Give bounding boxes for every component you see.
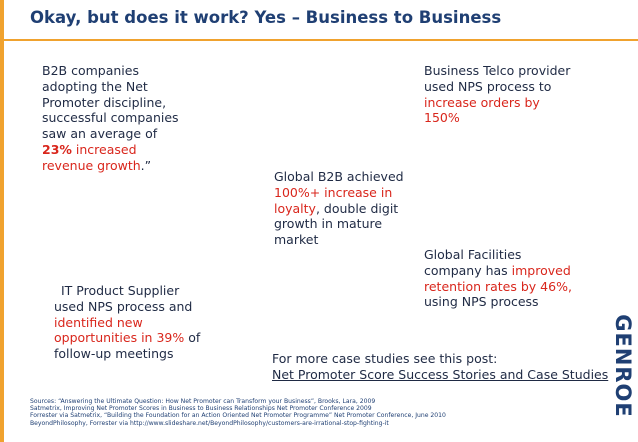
b2b-stat-block: B2B companies adopting the Net Promoter … [42,63,212,174]
telco-stat-block: Business Telco provider used NPS process… [424,63,614,126]
b2b-highlight-line2: revenue growth.” [42,158,212,174]
sources-footnote: Sources: “Answering the Ultimate Questio… [30,398,590,427]
facilities-line: using NPS process [424,294,539,310]
it-supplier-highlight: identified new [54,314,143,330]
it-supplier-rest: of [184,330,201,346]
it-supplier-stat-block: IT Product Supplier used NPS process and… [54,283,229,362]
facilities-line: company has improved [424,263,614,279]
facilities-line: Global Facilities [424,247,522,262]
global-b2b-stat-block: Global B2B achieved 100%+ increase in lo… [274,169,424,248]
facilities-pre: company has [424,262,512,278]
case-studies-link[interactable]: Net Promoter Score Success Stories and C… [272,366,609,382]
source-line: BeyondPhilosophy, Forrester via http://w… [30,419,389,427]
left-accent-rule [0,0,4,442]
global-b2b-line: loyalty, double digit [274,201,424,217]
genroe-logo-text: GENROE [611,314,635,418]
b2b-highlight-pct: 23% [42,141,72,157]
page-title: Okay, but does it work? Yes – Business t… [30,8,502,27]
facilities-improved: improved [511,262,571,278]
title-bar: Okay, but does it work? Yes – Business t… [4,0,638,40]
b2b-line: saw an average of [42,126,158,142]
it-supplier-line: used NPS process and [54,298,193,314]
global-b2b-highlight: 100%+ increase in [274,184,393,200]
b2b-end: .” [140,157,152,173]
global-b2b-line: growth in mature [274,216,383,232]
b2b-line: Promoter discipline, [42,94,167,110]
more-case-studies: For more case studies see this post: Net… [272,351,608,383]
global-b2b-rest: , double digit [315,200,399,216]
b2b-line: successful companies [42,110,179,126]
global-b2b-line: market [274,232,319,248]
source-line: Sources: “Answering the Ultimate Questio… [30,398,376,405]
it-supplier-line: IT Product Supplier [61,283,180,298]
telco-line: Business Telco provider [424,63,571,78]
source-line: Satmetrix, Improving Net Promoter Scores… [30,405,372,413]
facilities-stat-block: Global Facilities company has improved r… [424,247,614,310]
more-case-studies-text: For more case studies see this post: [272,351,498,366]
genroe-logo: GENROE [610,300,636,432]
title-divider [4,39,638,41]
telco-line: used NPS process to [424,78,552,94]
global-b2b-loyalty: loyalty [274,200,316,216]
b2b-highlight-text: revenue growth [42,157,141,173]
global-b2b-line: Global B2B achieved [274,169,404,184]
telco-highlight-pct: 150% [424,110,460,126]
b2b-highlight-line: 23% increased [42,142,212,158]
b2b-line: B2B companies [42,63,139,78]
b2b-line: adopting the Net [42,78,148,94]
it-supplier-line: opportunities in 39% of [54,330,229,346]
facilities-highlight: retention rates by 46%, [424,278,572,294]
it-supplier-line: follow-up meetings [54,346,174,362]
b2b-highlight-rest: increased [71,141,137,157]
source-line: Forrester via Satmetrix, “Building the F… [30,412,446,420]
it-supplier-pct: opportunities in 39% [54,330,185,346]
telco-highlight: increase orders by [424,94,540,110]
